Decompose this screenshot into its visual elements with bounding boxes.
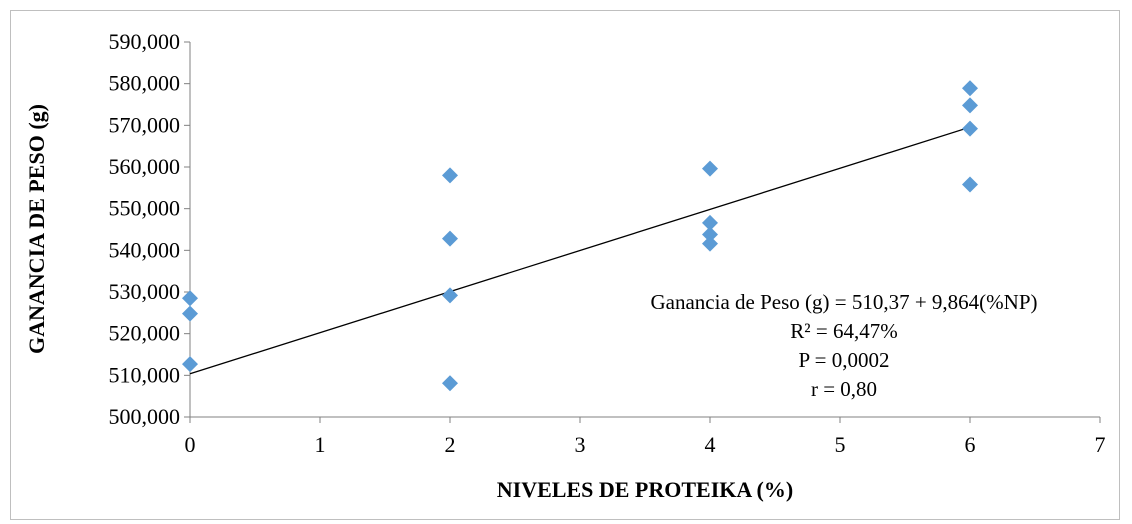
x-tick-label: 7 [1095, 432, 1106, 457]
x-tick-label: 2 [445, 432, 456, 457]
trendline [189, 126, 971, 375]
y-axis-title: GANANCIA DE PESO (g) [24, 104, 49, 354]
x-tick-label: 4 [705, 432, 716, 457]
trendline-group [189, 126, 971, 375]
y-tick-label: 530,000 [109, 279, 181, 304]
y-tick-label: 500,000 [109, 404, 181, 429]
x-tick-label: 1 [315, 432, 326, 457]
y-tick-label: 520,000 [109, 321, 181, 346]
y-tick-labels: 500,000 510,000 520,000 530,000 540,000 550,0… [109, 29, 181, 429]
data-point [182, 305, 198, 322]
data-point [182, 290, 198, 307]
equation-annotation: Ganancia de Peso (g) = 510,37 + 9,864(%N… [650, 290, 1037, 314]
p-value-annotation: P = 0,0002 [799, 348, 890, 372]
data-points [182, 80, 978, 392]
data-point [442, 230, 458, 247]
data-point [702, 214, 718, 231]
x-tick-labels: 0 1 2 3 4 5 6 7 [185, 432, 1106, 457]
y-tick-label: 540,000 [109, 237, 181, 262]
data-point [962, 120, 978, 137]
x-tick-label: 5 [835, 432, 846, 457]
y-tick-label: 560,000 [109, 154, 181, 179]
data-point [962, 80, 978, 97]
data-point [702, 226, 718, 243]
data-point [442, 375, 458, 392]
data-point [182, 356, 198, 373]
y-tick-label: 550,000 [109, 196, 181, 221]
data-point [442, 287, 458, 304]
data-point [702, 160, 718, 177]
y-tick-label: 510,000 [109, 362, 181, 387]
axes [184, 41, 1101, 423]
r-squared-annotation: R² = 64,47% [790, 319, 897, 343]
data-point [962, 176, 978, 193]
r-annotation: r = 0,80 [811, 377, 877, 401]
x-tick-label: 3 [575, 432, 586, 457]
data-point [962, 97, 978, 114]
data-point [442, 167, 458, 184]
x-tick-label: 6 [965, 432, 976, 457]
x-tick-label: 0 [185, 432, 196, 457]
y-tick-label: 590,000 [109, 29, 181, 54]
data-point [702, 235, 718, 252]
chart-frame [10, 10, 1120, 520]
y-tick-label: 570,000 [109, 112, 181, 137]
y-tick-label: 580,000 [109, 71, 181, 96]
x-axis-title: NIVELES DE PROTEIKA (%) [497, 477, 793, 502]
